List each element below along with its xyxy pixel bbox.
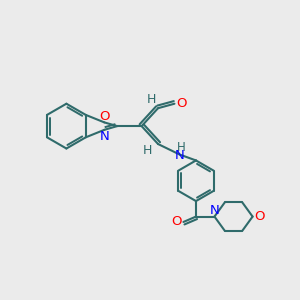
Text: H: H: [143, 144, 152, 157]
Text: H: H: [147, 93, 156, 106]
Text: O: O: [254, 210, 264, 223]
Text: N: N: [99, 130, 109, 143]
Text: N: N: [175, 148, 184, 162]
Text: H: H: [177, 141, 185, 154]
Text: O: O: [176, 97, 186, 110]
Text: O: O: [172, 215, 182, 229]
Text: O: O: [99, 110, 110, 123]
Text: N: N: [210, 204, 219, 217]
